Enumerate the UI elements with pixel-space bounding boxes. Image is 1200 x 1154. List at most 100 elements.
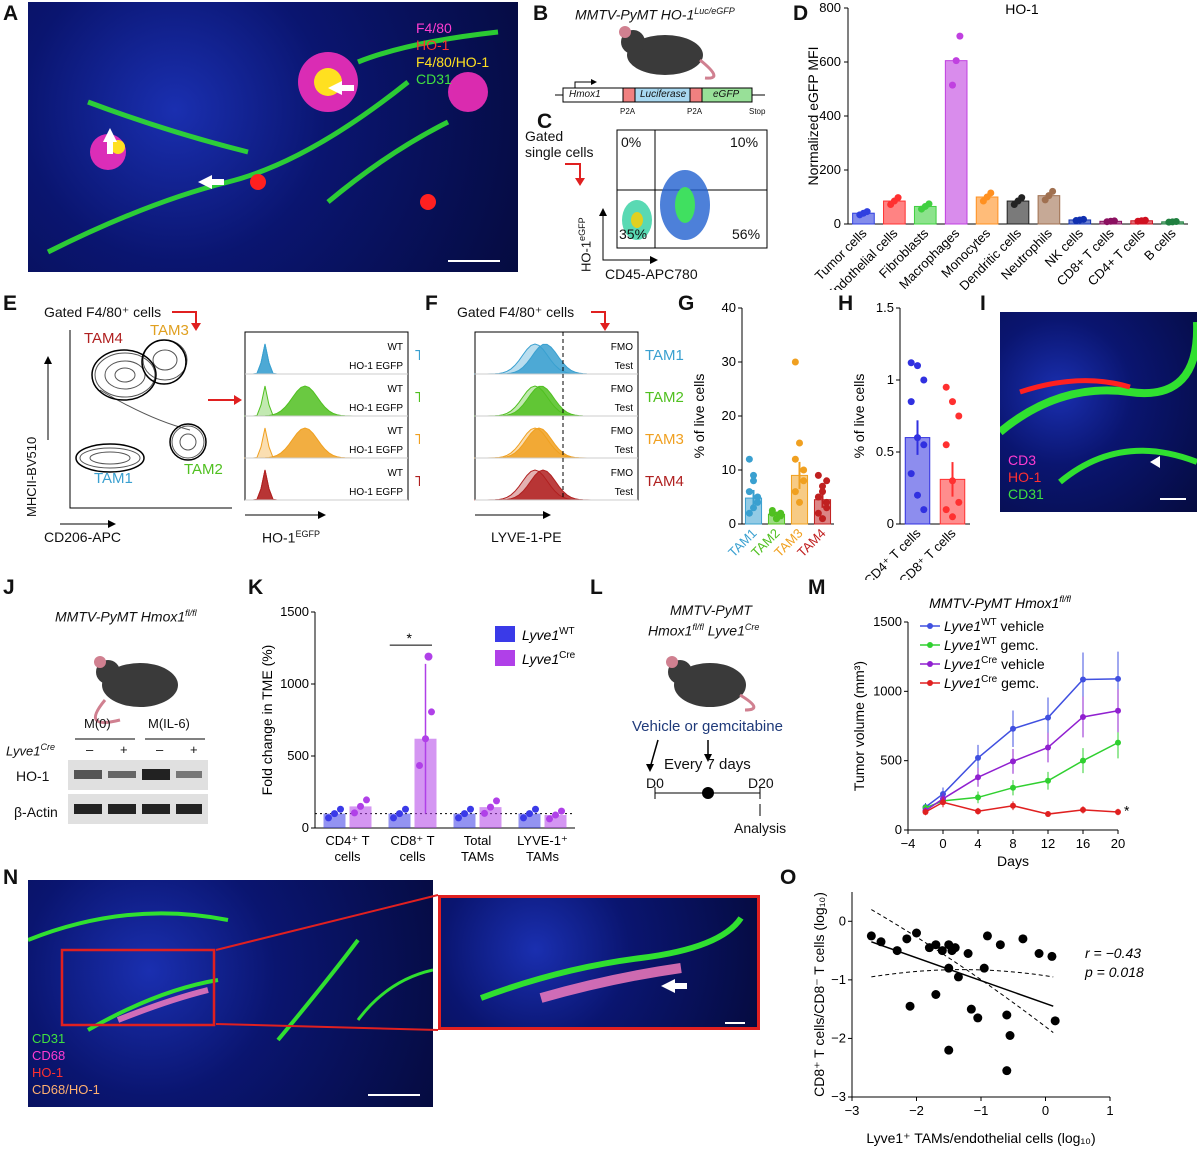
panel-j: MMTV-PyMT Hmox1fl/fl M(0) M(IL-6) Lyve1C…: [0, 590, 240, 850]
blot-image: [68, 760, 208, 824]
panel-l-title-1: MMTV-PyMT: [670, 602, 752, 618]
chart-m-legend-tail-0: vehicle: [997, 618, 1045, 634]
chartH-ytick-label-0: 0: [887, 516, 894, 531]
chart-d-point-8-2: [1110, 217, 1118, 225]
sign-2: +: [120, 742, 128, 757]
histE-row-a-2: WT: [387, 426, 403, 437]
chart-o-point-21: [1002, 1010, 1012, 1020]
panel-letter-d: D: [793, 2, 809, 25]
chart-m-pt-1-6: [1115, 739, 1121, 746]
histF-row-a-2: FMO: [611, 426, 633, 437]
chart-d-ylabel: Normalized eGFP MFI: [805, 47, 821, 186]
chartH-pt-0-3: [907, 398, 915, 406]
legend-cd31: CD31: [416, 71, 452, 87]
chart-m-pt-0-3: [1010, 725, 1016, 732]
chartH-pt-1-0: [942, 383, 950, 391]
chart-o-ci-upper: [871, 909, 1054, 1033]
chart-o-fit: [871, 941, 1054, 1007]
chart-d-title: HO-1: [1005, 1, 1039, 17]
chart-m-pt-0-5: [1080, 676, 1086, 683]
panel-j-title-main: MMTV-PyMT Hmox1: [55, 608, 186, 625]
chartG-ytick-label-2: 20: [722, 408, 736, 423]
histE-row-a-1: WT: [387, 384, 403, 395]
panel-letter-g: G: [678, 292, 695, 315]
chart-o-xtick-label-4: 1: [1106, 1103, 1113, 1118]
sign-4: +: [190, 742, 198, 757]
chart-d-ytick-label-1: 200: [819, 162, 841, 177]
band-label-actin: β-Actin: [14, 804, 58, 820]
panel-l-analysis: Analysis: [734, 820, 787, 836]
chart-k-xlabel-3-b: TAMs: [526, 849, 559, 864]
chart-o-point-7: [931, 940, 941, 950]
group-mil6: M(IL-6): [148, 716, 190, 731]
histF-row-b-0: Test: [615, 361, 634, 372]
panel-letter-m: M: [808, 576, 826, 599]
chart-m-pt-3-2: [975, 808, 981, 815]
chart-k-pt-0-1-1: [357, 802, 364, 810]
chart-m-pt-1-4: [1045, 777, 1051, 784]
chart-m-title-sup: fl/fl: [1059, 594, 1072, 604]
chart-d-point-7-2: [1080, 215, 1088, 223]
chartG-pt-3-5: [823, 498, 831, 506]
chart-o-xtick-label-1: −2: [909, 1103, 924, 1118]
chart-o-point-18: [979, 963, 989, 973]
chart-k-xlabel-0-b: cells: [334, 849, 361, 864]
chart-o-ytick-label-3: −3: [831, 1089, 846, 1104]
chart-o-point-8: [937, 946, 947, 956]
chart-m-legend-1: Lyve1WT gemc.: [944, 636, 1039, 653]
histF-svg: TAM1 FMO Test TAM2 FMO Test TAM3 FMO Test TAM4 FMO…: [474, 332, 684, 501]
panel-e-hist-xlabel-main: HO-1: [262, 529, 296, 546]
chart-m-xtick-label-1: 0: [939, 836, 946, 851]
linker-p2a-2: P2A: [687, 107, 703, 116]
micrograph-i: CD3 HO-1 CD31: [1000, 312, 1197, 512]
legend-cd31-n: CD31: [32, 1031, 66, 1046]
row-label-lyve1: Lyve1Cre: [6, 742, 55, 758]
chart-d-point-0-2: [863, 208, 871, 216]
chart-m-pt-2-5: [1080, 713, 1086, 720]
chart-m-star: *: [1124, 803, 1130, 819]
chart-k-pt-3-1-0: [546, 815, 553, 823]
panel-letter-o: O: [780, 866, 797, 889]
panel-l-d0: D0: [646, 775, 664, 791]
chart-o-point-2: [892, 946, 902, 956]
chart-m-pt-2-4: [1045, 744, 1051, 751]
chart-k-xlabel-3-a: LYVE-1⁺: [517, 833, 568, 848]
chart-k-pt-1-1-2: [428, 708, 435, 716]
chart-k-pt-2-0-1: [461, 810, 468, 818]
chart-k-pt-2-1-0: [481, 809, 488, 817]
panel-letter-h: H: [838, 292, 854, 315]
mouse-illustration-j: [93, 656, 178, 724]
chart-m-legend-sup-3: Cre: [981, 674, 998, 685]
chart-k-pt-2-1-1: [487, 803, 494, 811]
chartG-pt-2-4: [796, 498, 803, 506]
chart-k-pt-2-1-2: [493, 797, 500, 805]
chart-m-legend-dot-0: [927, 623, 933, 629]
micrograph-n-zoom: [438, 895, 760, 1030]
chart-k-pt-0-0-2: [337, 805, 344, 813]
chart-k-pt-3-0-2: [532, 805, 539, 813]
quad-top-right: 10%: [730, 134, 759, 150]
chart-k-pt-1-0-1: [396, 810, 403, 818]
histF-row-a-3: FMO: [611, 468, 633, 479]
chart-m-pt-3-3: [1010, 802, 1016, 809]
histF-row-a-1: FMO: [611, 384, 633, 395]
chart-k-ytick-label-2: 1000: [280, 676, 309, 691]
chart-o-ci-lower: [871, 969, 1054, 978]
chartH-pt-1-2: [955, 412, 963, 420]
sign-3: –: [156, 742, 164, 757]
scale-bar-a: [448, 260, 500, 262]
row-label-lyve1-main: Lyve1: [6, 743, 41, 759]
chart-o-point-5: [905, 1001, 915, 1011]
chart-m-legend-dot-3: [927, 680, 933, 686]
chart-m-pt-2-3: [1010, 758, 1016, 765]
micrograph-a-legend: F4/80 HO-1 F4/80/HO-1 CD31: [416, 20, 489, 88]
chartG-pt-0-7: [750, 471, 757, 479]
chart-m-legend-2: Lyve1Cre vehicle: [944, 655, 1045, 672]
chart-m-legend-dot-1: [927, 642, 933, 648]
chart-k-pt-1-1-0: [416, 762, 423, 770]
scale-bar-n: [368, 1094, 420, 1096]
scale-bar-i: [1160, 498, 1186, 500]
